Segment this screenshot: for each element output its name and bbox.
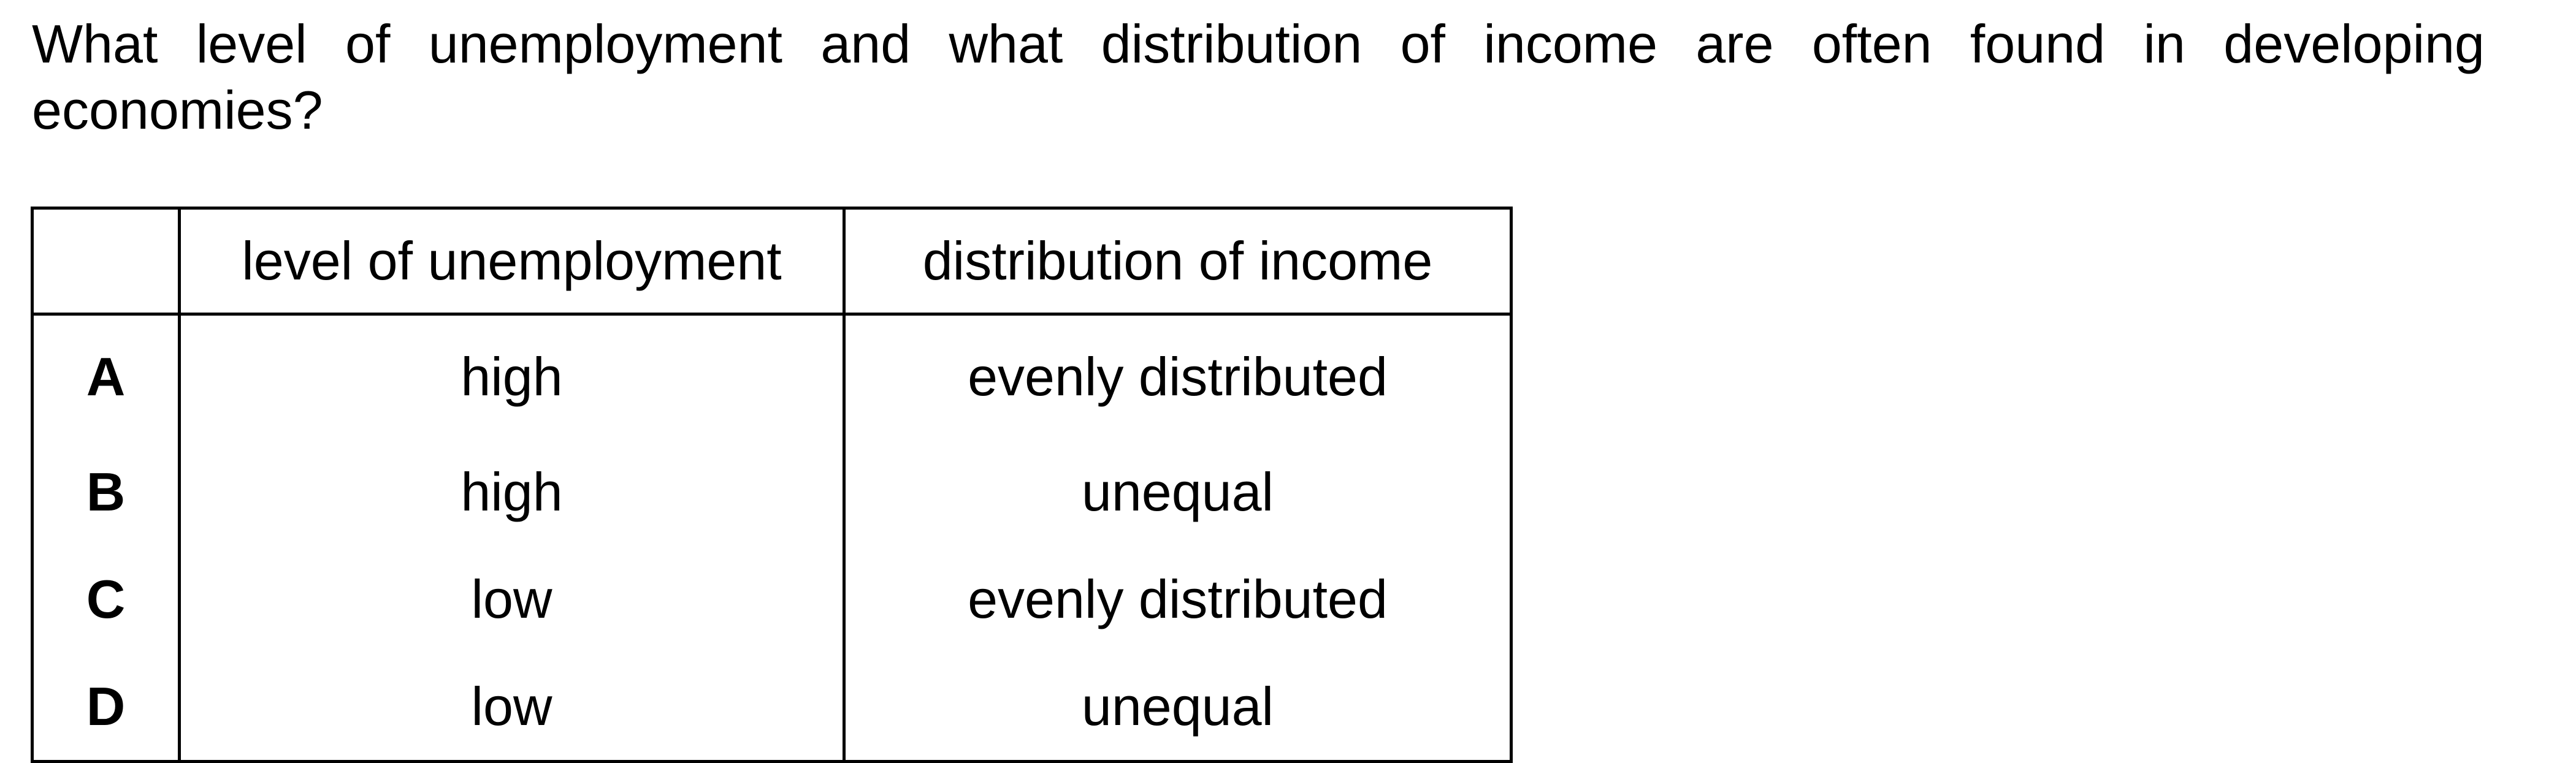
header-unemployment: level of unemployment — [178, 207, 846, 316]
option-unemployment: high — [178, 314, 846, 438]
table-row: A high evenly distributed — [31, 314, 1513, 438]
option-unemployment: low — [178, 653, 846, 763]
option-unemployment: high — [178, 438, 846, 545]
question-text: What level of unemployment and what dist… — [32, 13, 2485, 140]
option-key: A — [31, 314, 181, 438]
option-key: B — [31, 438, 181, 545]
table-row: D low unequal — [31, 653, 1513, 763]
option-key: D — [31, 653, 181, 763]
option-income: evenly distributed — [843, 545, 1513, 653]
option-income: unequal — [843, 653, 1513, 763]
table-row: B high unequal — [31, 438, 1513, 545]
answer-options-table: level of unemployment distribution of in… — [31, 207, 1513, 763]
option-unemployment: low — [178, 545, 846, 653]
header-key — [31, 207, 181, 316]
header-income: distribution of income — [843, 207, 1513, 316]
table-header-row: level of unemployment distribution of in… — [31, 207, 1513, 316]
option-income: unequal — [843, 438, 1513, 545]
table-row: C low evenly distributed — [31, 545, 1513, 653]
option-income: evenly distributed — [843, 314, 1513, 438]
option-key: C — [31, 545, 181, 653]
